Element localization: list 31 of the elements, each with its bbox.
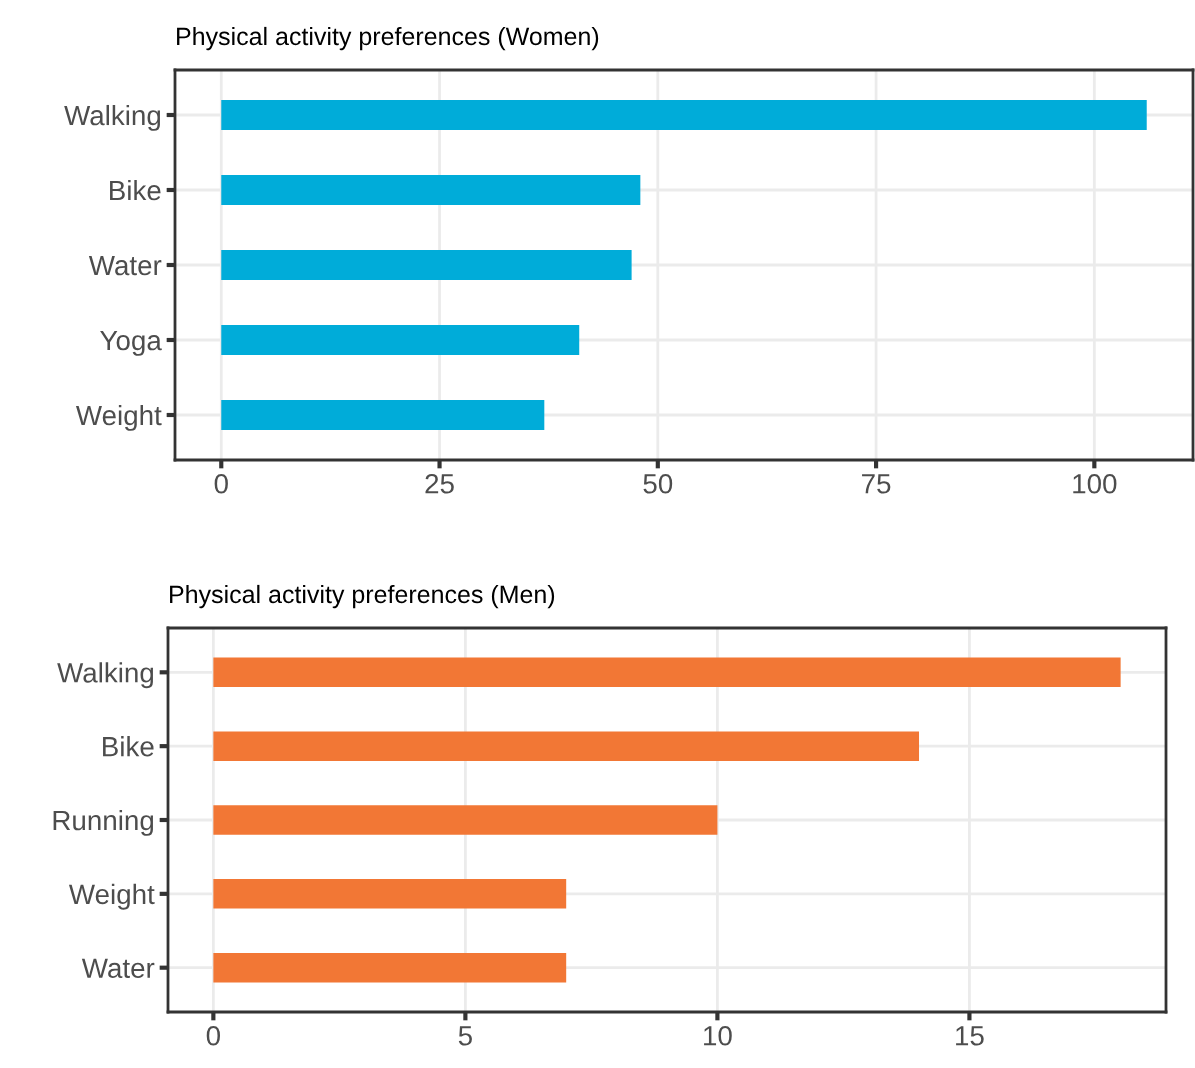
y-tick-label: Walking [57, 662, 154, 689]
y-tick-label: Water [81, 958, 155, 979]
bar [213, 879, 567, 909]
y-tick-label: Running [53, 809, 154, 836]
x-tick-label: 0 [206, 1025, 220, 1046]
bar [213, 657, 1121, 688]
y-tick-label: Weight [75, 404, 162, 431]
y-tick-label: Walking [64, 104, 161, 131]
y-tick-label: Bike [103, 736, 154, 757]
x-tick-label: 75 [862, 474, 891, 494]
bar [213, 952, 567, 983]
y-tick-label: Weight [68, 883, 155, 910]
y-tick-label: Yoga [100, 330, 162, 356]
bar [221, 175, 641, 205]
x-tick-label: 50 [643, 473, 673, 494]
x-tick-label: 100 [1073, 473, 1117, 494]
x-tick-label: 0 [214, 473, 228, 494]
bar [221, 100, 1147, 130]
chart-title: Physical activity preferences (Men) [170, 584, 555, 609]
bar [221, 400, 545, 430]
x-tick-label: 15 [956, 1026, 984, 1046]
x-tick-label: 5 [458, 1026, 472, 1046]
chart-title: Physical activity preferences (Women) [177, 26, 599, 51]
bar [213, 731, 920, 761]
y-tick-label: Bike [110, 179, 161, 201]
x-tick-label: 25 [425, 473, 454, 494]
bar [221, 250, 632, 280]
y-tick-label: Water [88, 255, 162, 276]
x-tick-label: 10 [704, 1025, 732, 1046]
bar [221, 325, 580, 355]
bar [213, 805, 718, 835]
